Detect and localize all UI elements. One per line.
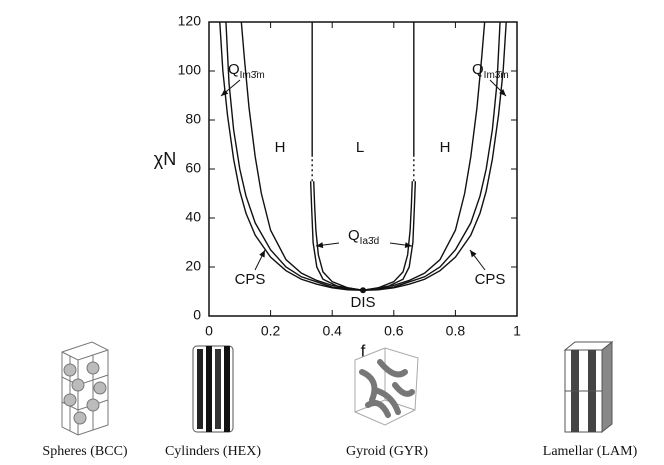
phase-label-sub: Ia3̄d — [360, 236, 379, 247]
phase-label: QIm3̄m — [228, 61, 265, 81]
x-tick-label: 0.8 — [446, 323, 466, 339]
y-axis-label: χN — [154, 149, 176, 169]
y-tick-label: 20 — [185, 258, 201, 274]
x-axis-label: f — [361, 341, 366, 360]
phase-boundary — [219, 21, 507, 291]
arrow — [489, 79, 507, 97]
hex-illustration — [192, 345, 234, 433]
arrow — [254, 249, 266, 271]
arrow — [389, 242, 413, 249]
phase-label-sub: Im3̄m — [240, 70, 265, 81]
region-label: DIS — [350, 294, 375, 311]
region-label: CPS — [475, 271, 506, 288]
structure-caption: Cylinders (HEX) — [165, 444, 261, 459]
phase-label-base: Q — [228, 61, 240, 78]
y-tick-label: 120 — [178, 13, 202, 29]
phase-label-base: Q — [348, 227, 360, 244]
x-tick-label: 1 — [513, 323, 521, 339]
structure-caption: Gyroid (GYR) — [346, 444, 428, 459]
x-tick-label: 0 — [205, 323, 213, 339]
phase-label: QIm3̄m — [472, 61, 509, 81]
dis-point — [360, 287, 366, 294]
phase-label: QIa3̄d — [348, 227, 379, 247]
phase-label-sub: Im3̄m — [484, 70, 509, 81]
phase-boundary — [225, 21, 501, 291]
gyroid-illustration — [354, 347, 419, 426]
phase-boundary — [240, 21, 486, 291]
y-tick-label: 40 — [185, 209, 201, 225]
region-label: H — [440, 139, 451, 156]
y-tick-label: 100 — [178, 62, 202, 78]
region-label: H — [275, 139, 286, 156]
y-tick-label: 80 — [185, 111, 201, 127]
structure-caption: Spheres (BCC) — [42, 444, 128, 459]
region-label: CPS — [235, 271, 266, 288]
y-tick-label: 0 — [193, 307, 201, 323]
structure-caption: Lamellar (LAM) — [543, 444, 638, 459]
arrow — [315, 242, 340, 249]
bcc-illustration — [61, 341, 109, 436]
region-label: L — [356, 139, 364, 156]
x-tick-label: 0.4 — [322, 323, 342, 339]
arrow — [469, 249, 486, 271]
lam-illustration — [563, 340, 614, 434]
x-tick-label: 0.6 — [384, 323, 404, 339]
arrow — [220, 79, 241, 97]
phase-label-base: Q — [472, 61, 484, 78]
x-tick-label: 0.2 — [261, 323, 281, 339]
y-tick-label: 60 — [185, 160, 201, 176]
